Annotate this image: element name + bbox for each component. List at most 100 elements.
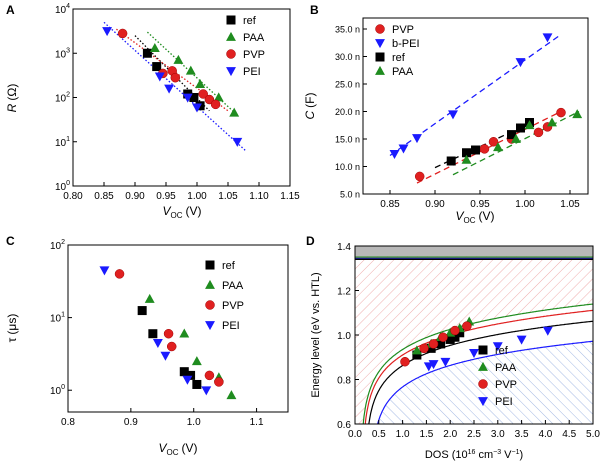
data-points-a [102, 27, 243, 147]
x-tick-label-d-4: 2.0 [443, 429, 457, 440]
fit-line-a-3 [103, 21, 248, 153]
point-d-2-3 [438, 332, 448, 342]
legend-label-b-0: PVP [392, 24, 414, 36]
y-ticks-a: 100 101 102 103 104 [55, 3, 77, 193]
legend-label-c-1: PAA [222, 280, 244, 292]
x-tick-label-d-1: 0.5 [372, 429, 386, 440]
y-label-main-c: τ [5, 337, 19, 342]
data-points-b [389, 33, 583, 182]
point-c-0-2 [179, 367, 189, 377]
legend-marker-b-1 [375, 39, 385, 49]
point-b-1-1 [398, 144, 409, 154]
x-label-sub-b: OC [464, 216, 476, 225]
panel-label-b: B [310, 3, 319, 17]
point-c-2-4 [214, 377, 224, 387]
legend-label-c-0: ref [222, 260, 236, 272]
legend-label-b-1: b-PEI [392, 38, 420, 50]
y-ticks-c: 100 101 102 [50, 239, 72, 397]
point-a-2-4 [198, 89, 208, 99]
band-top [355, 246, 593, 259]
y-tick-label-b-4: 25.0 n [335, 80, 360, 90]
point-a-3-2 [164, 84, 175, 94]
legend-marker-b-0 [375, 24, 385, 34]
point-a-1-4 [213, 92, 224, 102]
x-tick-label-c-1: 0.9 [124, 417, 138, 428]
point-b-1-5 [542, 33, 553, 43]
panel-b: B 0.85 0.90 0.95 1.00 1.05 5.0 n 10.0 n 15.0 n… [303, 3, 589, 225]
curve-d-0 [362, 303, 593, 424]
y-tick-label-a-0: 100 [55, 180, 70, 193]
x-tick-label-d-6: 3.0 [491, 429, 505, 440]
point-c-3-3 [182, 375, 193, 385]
y-tick-label-b-6: 35.0 n [335, 25, 360, 35]
point-b-0-1 [479, 144, 490, 154]
x-tick-label-a-2: 0.90 [125, 191, 145, 202]
point-b-1-3 [448, 110, 458, 120]
point-a-0-3 [189, 93, 199, 102]
point-a-2-3 [170, 72, 181, 83]
legend-marker-b-3 [375, 65, 385, 75]
fit-lines-a [103, 21, 248, 153]
x-tick-label-d-10: 5.0 [586, 429, 600, 440]
legend-marker-d-3 [478, 397, 488, 407]
fit-line-b-2 [416, 110, 562, 184]
point-d-0-2 [436, 339, 446, 349]
point-b-2-4 [516, 123, 525, 133]
x-axis-label-a: VOC (V) [162, 204, 201, 220]
y-label-main-a: R [5, 103, 19, 112]
point-c-1-0 [144, 293, 155, 303]
x-tick-label-a-4: 1.00 [187, 191, 207, 202]
legend-marker-a-1 [226, 31, 236, 41]
point-c-2-2 [166, 341, 177, 352]
point-a-1-2 [185, 65, 196, 75]
point-c-3-4 [201, 386, 212, 396]
point-c-2-3 [204, 370, 215, 381]
curve-d-1 [364, 309, 593, 424]
x-label-unit-a: (V) [186, 204, 202, 218]
point-d-0-3 [445, 334, 455, 344]
y-tick-label-a-2: 102 [55, 92, 70, 105]
panel-label-a: A [6, 3, 15, 17]
plot-frame-b [362, 17, 589, 195]
panel-label-c: C [6, 234, 15, 248]
y-tick-label-c-0: 100 [50, 384, 65, 397]
point-a-3-1 [154, 72, 165, 82]
legend-label-b-3: PAA [392, 66, 414, 78]
point-b-0-4 [533, 127, 544, 138]
point-c-1-1 [179, 328, 190, 338]
point-c-0-3 [186, 370, 196, 380]
y-tick-label-b-0: 5.0 n [340, 190, 360, 200]
x-axis-label-c: VOC (V) [158, 441, 197, 457]
point-b-1-2 [412, 134, 422, 144]
x-tick-label-d-9: 4.5 [562, 429, 576, 440]
point-b-3-1 [493, 142, 503, 152]
y-tick-label-a-1: 101 [55, 136, 70, 149]
legend-label-d-3: PEI [495, 396, 513, 408]
x-tick-label-d-5: 2.5 [467, 429, 481, 440]
x-label-unit-b: (V) [479, 209, 495, 223]
point-c-3-0 [99, 266, 110, 276]
legend-marker-a-0 [226, 15, 236, 25]
x-tick-label-a-1: 0.85 [94, 191, 114, 202]
legend-b: PVP b-PEI ref PAA [375, 24, 420, 78]
y-tick-label-d-1: 0.8 [337, 376, 351, 387]
point-c-2-1 [163, 328, 174, 339]
x-tick-label-b-1: 0.90 [425, 199, 445, 210]
x-ticks-a: 0.80 0.85 0.90 0.95 1.00 1.05 1.10 1.15 [63, 182, 300, 202]
point-d-3-3 [469, 348, 479, 358]
point-b-2-3 [507, 130, 516, 140]
x-tick-label-d-3: 1.5 [419, 429, 433, 440]
point-a-1-5 [229, 107, 240, 117]
x-label-main-b: V [455, 209, 464, 223]
x-tick-label-c-3: 1.1 [250, 417, 264, 428]
legend-label-a-1: PAA [243, 32, 265, 44]
x-tick-label-b-4: 1.05 [560, 199, 580, 210]
point-b-2-2 [471, 145, 480, 155]
x-tick-label-a-0: 0.80 [63, 191, 83, 202]
x-label-main-a: V [162, 204, 171, 218]
legend-label-d-1: PAA [495, 362, 517, 374]
panel-label-d: D [306, 234, 315, 248]
x-label-sub-c: OC [167, 448, 179, 457]
y-label-main-b: C [303, 111, 317, 120]
x-label-exp2-d: −3 [493, 449, 501, 456]
